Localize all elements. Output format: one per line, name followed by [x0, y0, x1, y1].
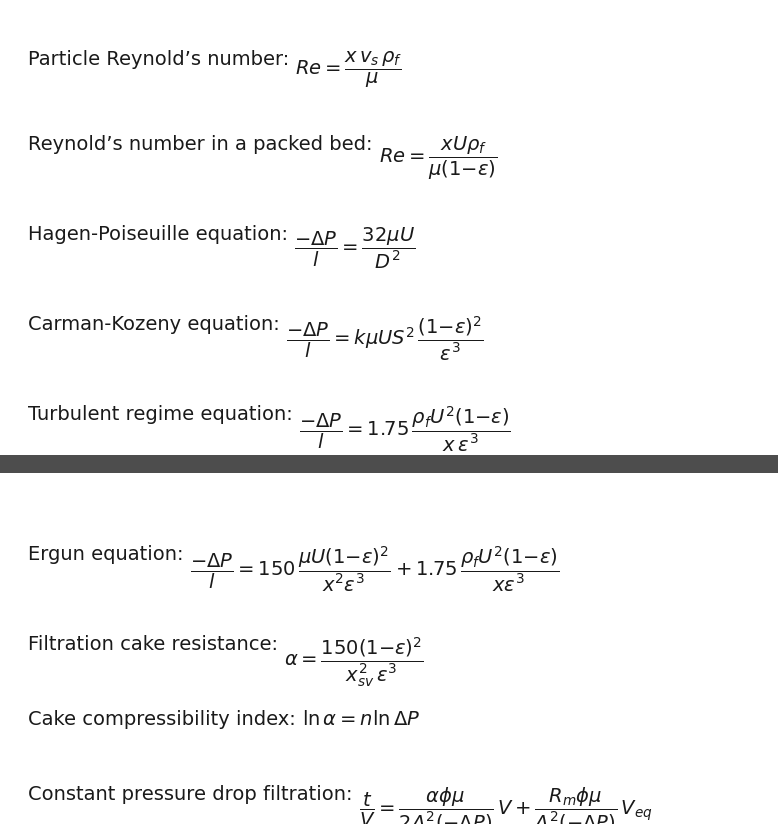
Text: $\dfrac{{-}\Delta P}{l} = \dfrac{32\mu U}{D^2}$: $\dfrac{{-}\Delta P}{l} = \dfrac{32\mu U… — [294, 225, 415, 270]
Text: $\alpha = \dfrac{150(1{-}\varepsilon)^2}{x_{sv}^2\,\varepsilon^3}$: $\alpha = \dfrac{150(1{-}\varepsilon)^2}… — [284, 635, 424, 689]
Text: Reynold’s number in a packed bed:: Reynold’s number in a packed bed: — [28, 135, 379, 154]
Text: $\dfrac{{-}\Delta P}{l} = 150\,\dfrac{\mu U(1{-}\varepsilon)^2}{x^2\varepsilon^3: $\dfrac{{-}\Delta P}{l} = 150\,\dfrac{\m… — [190, 545, 559, 594]
Text: Filtration cake resistance:: Filtration cake resistance: — [28, 635, 284, 654]
Text: $\dfrac{{-}\Delta P}{l} = 1.75\,\dfrac{\rho_f U^2(1{-}\varepsilon)}{x\,\varepsil: $\dfrac{{-}\Delta P}{l} = 1.75\,\dfrac{\… — [299, 405, 511, 455]
Bar — [0, 455, 778, 473]
Text: Constant pressure drop filtration:: Constant pressure drop filtration: — [28, 785, 359, 804]
Text: $\dfrac{t}{V} = \dfrac{\alpha\phi\mu}{2A^2({-}\Delta P)}\,V + \dfrac{R_m\phi\mu}: $\dfrac{t}{V} = \dfrac{\alpha\phi\mu}{2A… — [359, 785, 652, 824]
Text: Hagen-Poiseuille equation:: Hagen-Poiseuille equation: — [28, 225, 294, 244]
Text: Particle Reynold’s number:: Particle Reynold’s number: — [28, 50, 296, 69]
Text: Turbulent regime equation:: Turbulent regime equation: — [28, 405, 299, 424]
Text: Ergun equation:: Ergun equation: — [28, 545, 190, 564]
Text: $\ln\alpha = n\ln\Delta P$: $\ln\alpha = n\ln\Delta P$ — [302, 710, 420, 729]
Text: $\dfrac{{-}\Delta P}{l} = k\mu US^2\,\dfrac{(1{-}\varepsilon)^2}{\varepsilon^3}$: $\dfrac{{-}\Delta P}{l} = k\mu US^2\,\df… — [286, 315, 484, 363]
Text: $\mathit{Re} = \dfrac{x\,v_s\,\rho_f}{\mu}$: $\mathit{Re} = \dfrac{x\,v_s\,\rho_f}{\m… — [296, 50, 403, 90]
Text: $\mathit{Re} = \dfrac{xU\rho_f}{\mu(1{-}\varepsilon)}$: $\mathit{Re} = \dfrac{xU\rho_f}{\mu(1{-}… — [379, 135, 497, 182]
Text: Carman-Kozeny equation:: Carman-Kozeny equation: — [28, 315, 286, 334]
Text: Cake compressibility index:: Cake compressibility index: — [28, 710, 302, 729]
